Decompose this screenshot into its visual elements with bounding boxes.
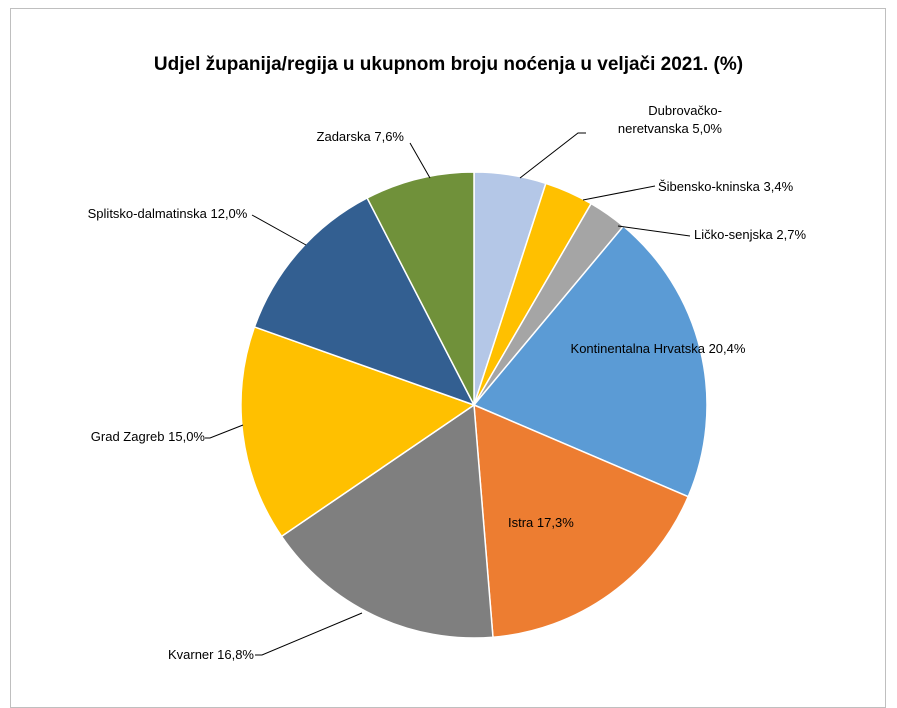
category-label: Zadarska — [316, 129, 371, 144]
data-label: Istra 17,3% — [508, 514, 628, 532]
pie-slice — [280, 403, 494, 639]
data-label: Zadarska 7,6% — [264, 128, 404, 146]
leader-line — [205, 424, 244, 439]
value-label: 7,6% — [374, 129, 404, 144]
category-label: Istra — [508, 515, 534, 530]
value-label: 2,7% — [776, 227, 807, 242]
value-label: 5,0% — [692, 121, 722, 136]
pie-slice — [240, 325, 476, 538]
category-label: Grad Zagreb — [90, 429, 165, 444]
data-label: Kvarner 16,8% — [104, 646, 254, 664]
leader-line — [409, 142, 431, 179]
value-label: 3,4% — [763, 179, 794, 194]
category-label: Kontinentalna Hrvatska — [570, 341, 705, 356]
value-label: 17,3% — [536, 515, 574, 530]
value-label: 12,0% — [210, 206, 248, 221]
value-label: 15,0% — [168, 429, 205, 444]
data-label: Dubrovačko-neretvanska 5,0% — [592, 102, 722, 138]
pie-slice — [472, 225, 708, 498]
category-label: Ličko-senjska — [694, 227, 773, 242]
value-label: 20,4% — [708, 341, 746, 356]
pie-slice — [473, 403, 690, 639]
chart-title: Udjel županija/regija u ukupnom broju no… — [153, 54, 744, 75]
category-label: Šibensko-kninska — [658, 179, 760, 194]
category-label: Dubrovačko-neretvanska — [617, 103, 722, 136]
category-label: Splitsko-dalmatinska — [87, 206, 207, 221]
data-label: Šibensko-kninska 3,4% — [658, 178, 818, 196]
data-label: Ličko-senjska 2,7% — [694, 226, 854, 244]
leader-line — [582, 185, 656, 201]
leader-line — [617, 225, 691, 237]
data-label: Grad Zagreb 15,0% — [55, 428, 205, 446]
value-label: 16,8% — [217, 647, 254, 662]
leader-line — [251, 214, 307, 246]
pie-slice — [366, 171, 475, 406]
data-label: Kontinentalna Hrvatska 20,4% — [568, 340, 748, 358]
pie-slice — [253, 196, 476, 407]
leader-line — [519, 132, 586, 179]
data-label: Splitsko-dalmatinska 12,0% — [85, 205, 250, 223]
category-label: Kvarner — [167, 647, 214, 662]
leader-line — [255, 612, 363, 656]
